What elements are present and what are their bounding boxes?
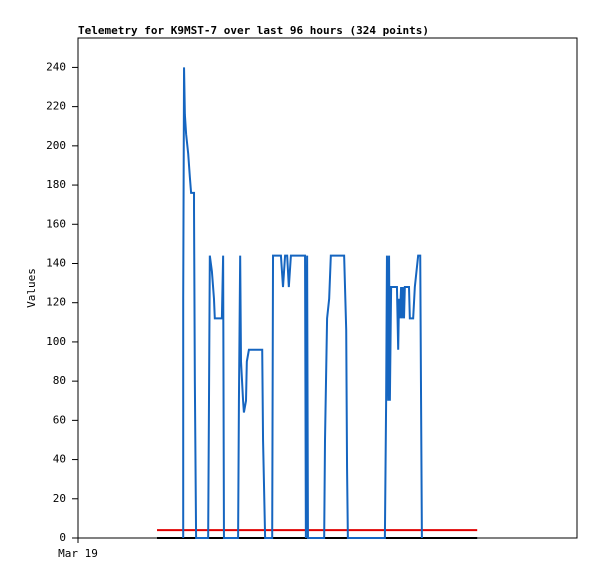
y-tick-label: 20 xyxy=(53,492,66,505)
y-tick-label: 160 xyxy=(46,217,66,230)
y-tick-label: 40 xyxy=(53,453,66,466)
y-axis-label: Values xyxy=(25,268,38,308)
y-tick-label: 60 xyxy=(53,413,66,426)
y-tick-label: 80 xyxy=(53,374,66,387)
plot-frame xyxy=(77,37,578,539)
series-line xyxy=(182,67,423,539)
y-tick-label: 200 xyxy=(46,139,66,152)
y-tick-label: 180 xyxy=(46,178,66,191)
y-tick-label: 140 xyxy=(46,256,66,269)
chart-title: Telemetry for K9MST-7 over last 96 hours… xyxy=(78,24,429,37)
y-tick-label: 120 xyxy=(46,296,66,309)
y-tick-label: 220 xyxy=(46,100,66,113)
y-tick-label: 240 xyxy=(46,60,66,73)
y-tick-label: 0 xyxy=(59,531,66,544)
x-tick-label: Mar 19 xyxy=(58,547,98,560)
y-tick-label: 100 xyxy=(46,335,66,348)
